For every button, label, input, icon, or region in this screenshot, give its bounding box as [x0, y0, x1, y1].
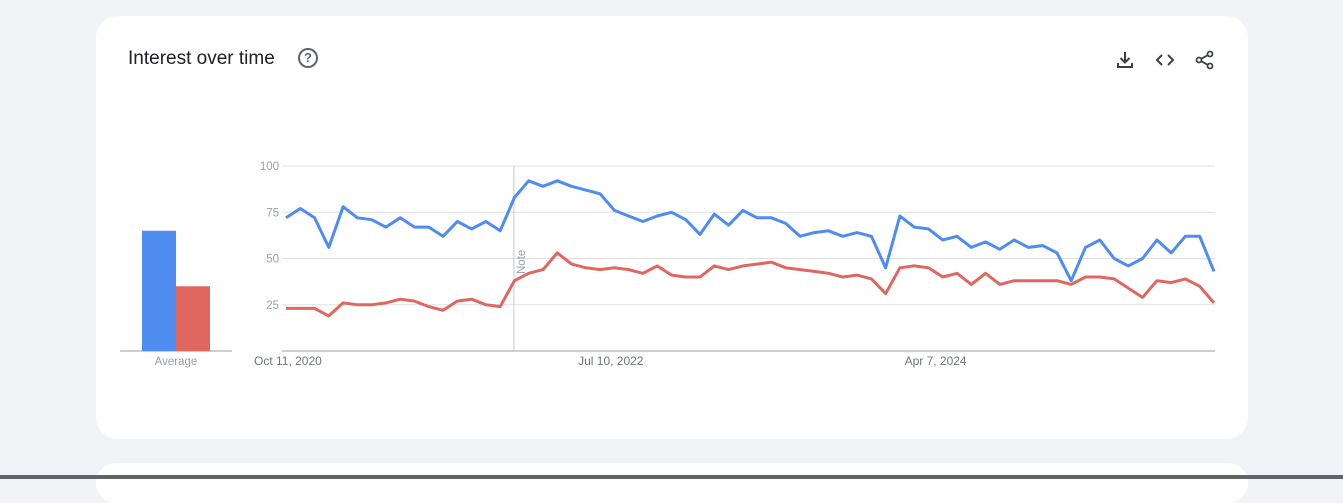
average-bar [176, 286, 210, 351]
y-tick-label: 25 [266, 300, 279, 312]
x-tick-label: Oct 11, 2020 [254, 354, 322, 368]
average-bar [142, 231, 176, 351]
y-tick-label: 100 [260, 161, 279, 173]
interest-chart: Average 100 75 50 25 Oct 11, 2020 Jul 10, 20… [0, 0, 1343, 479]
y-tick-label: 50 [266, 254, 279, 266]
x-tick-label: Apr 7, 2024 [905, 354, 967, 368]
average-label: Average [155, 356, 198, 368]
note-label: Note [516, 250, 528, 274]
y-tick-label: 75 [266, 207, 279, 219]
x-tick-label: Jul 10, 2022 [578, 354, 644, 368]
series-line-2 [286, 253, 1214, 316]
